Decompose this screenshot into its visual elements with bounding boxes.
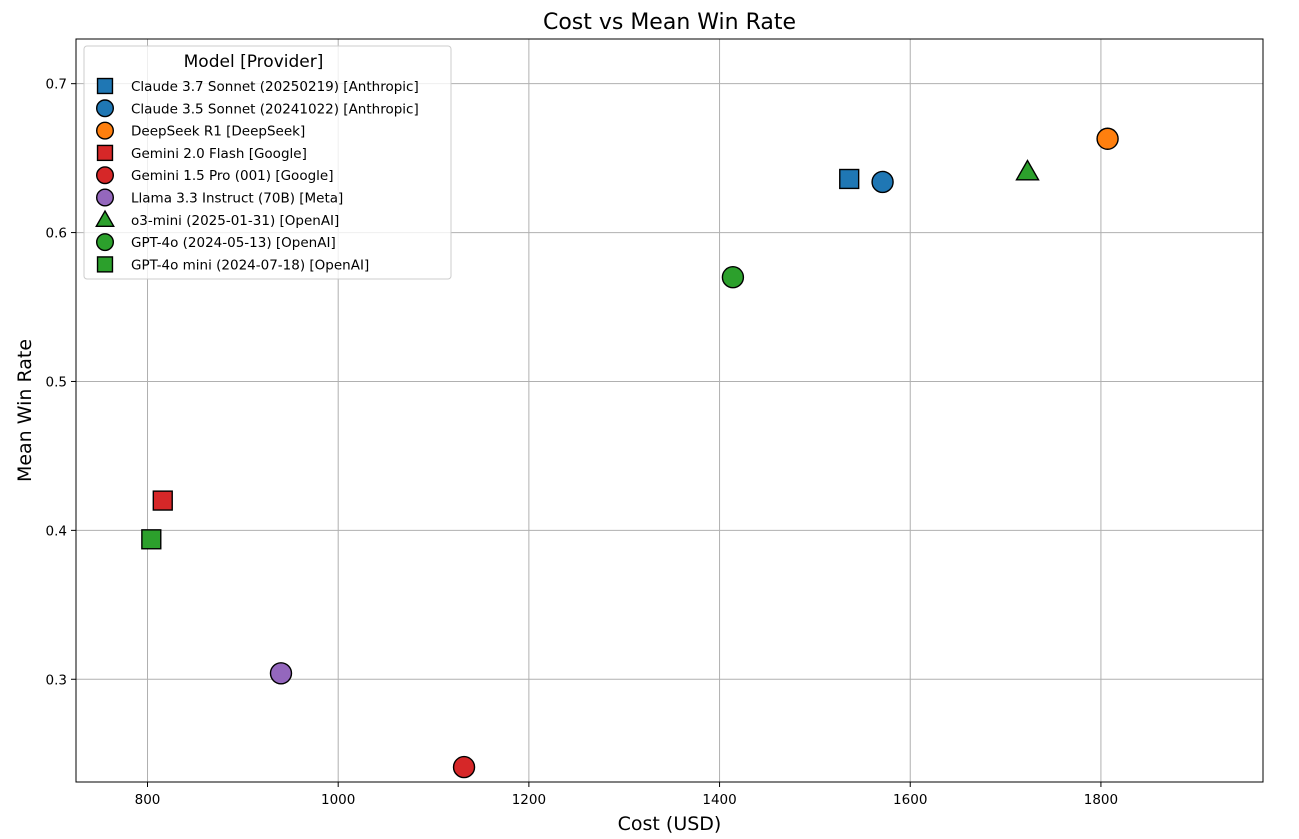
x-axis-label: Cost (USD)	[618, 813, 722, 835]
y-tick-label: 0.7	[46, 77, 67, 93]
legend-item-label: Llama 3.3 Instruct (70B) [Meta]	[131, 191, 343, 207]
data-point-square	[141, 529, 162, 550]
y-tick-label: 0.5	[46, 374, 67, 390]
legend-item-label: DeepSeek R1 [DeepSeek]	[131, 124, 305, 140]
x-tick-label: 1000	[321, 792, 355, 808]
x-tick-label: 800	[135, 792, 161, 808]
legend-item: DeepSeek R1 [DeepSeek]	[95, 121, 305, 140]
legend-item: Llama 3.3 Instruct (70B) [Meta]	[95, 188, 343, 207]
legend-item-label: GPT-4o (2024-05-13) [OpenAI]	[131, 235, 336, 251]
legend-item-label: Claude 3.7 Sonnet (20250219) [Anthropic]	[131, 79, 419, 95]
y-axis-ticks: 0.3 0.4 0.5 0.6 0.7	[46, 77, 76, 688]
grid	[76, 39, 1263, 782]
legend-items: Claude 3.7 Sonnet (20250219) [Anthropic]…	[95, 77, 419, 273]
legend-item: Claude 3.7 Sonnet (20250219) [Anthropic]	[96, 77, 419, 95]
legend-item: Claude 3.5 Sonnet (20241022) [Anthropic]	[95, 99, 419, 118]
legend-marker-circle	[95, 188, 114, 207]
data-point-square	[839, 168, 860, 190]
legend-marker-circle	[95, 166, 114, 185]
data-point-square	[152, 490, 173, 511]
legend-marker-circle	[95, 121, 114, 140]
x-tick-label: 1800	[1084, 792, 1118, 808]
x-tick-label: 1400	[702, 792, 736, 808]
legend-marker-circle	[95, 233, 114, 252]
legend-marker-circle	[95, 99, 114, 118]
legend-item-label: o3-mini (2025-01-31) [OpenAI]	[131, 213, 339, 229]
legend-marker-triangle	[95, 209, 115, 228]
data-point-circle	[1096, 127, 1119, 150]
legend: Model [Provider] Claude 3.7 Sonnet (2025…	[83, 45, 452, 280]
legend-marker-square	[96, 144, 114, 162]
x-tick-label: 1200	[512, 792, 546, 808]
legend-item-label: Claude 3.5 Sonnet (20241022) [Anthropic]	[131, 101, 419, 117]
x-tick-label: 1600	[893, 792, 927, 808]
legend-item-label: Gemini 1.5 Pro (001) [Google]	[131, 168, 333, 184]
legend-title: Model [Provider]	[184, 52, 324, 72]
data-point-triangle	[1015, 159, 1040, 181]
legend-item: Gemini 1.5 Pro (001) [Google]	[95, 166, 333, 185]
y-tick-label: 0.3	[46, 672, 67, 688]
data-point-circle	[871, 170, 894, 194]
chart-title: Cost vs Mean Win Rate	[543, 10, 796, 35]
data-points	[141, 127, 1119, 779]
data-point-circle	[269, 662, 293, 685]
data-point-circle	[721, 266, 745, 289]
y-axis-label: Mean Win Rate	[14, 339, 36, 482]
legend-item: o3-mini (2025-01-31) [OpenAI]	[95, 209, 339, 229]
legend-box	[83, 45, 452, 280]
legend-item: GPT-4o mini (2024-07-18) [OpenAI]	[96, 256, 369, 273]
y-tick-label: 0.4	[46, 523, 67, 539]
data-point-circle	[452, 755, 476, 779]
legend-marker-square	[96, 256, 114, 273]
y-tick-label: 0.6	[46, 226, 67, 242]
legend-marker-square	[96, 77, 114, 95]
legend-item: GPT-4o (2024-05-13) [OpenAI]	[95, 233, 336, 252]
legend-item: Gemini 2.0 Flash [Google]	[96, 144, 307, 162]
legend-item-label: GPT-4o mini (2024-07-18) [OpenAI]	[131, 257, 369, 273]
plot-area-frame	[75, 38, 1264, 783]
x-axis-ticks: 800 1000 1200 1400 1600 1800	[135, 782, 1118, 808]
legend-item-label: Gemini 2.0 Flash [Google]	[131, 146, 307, 162]
